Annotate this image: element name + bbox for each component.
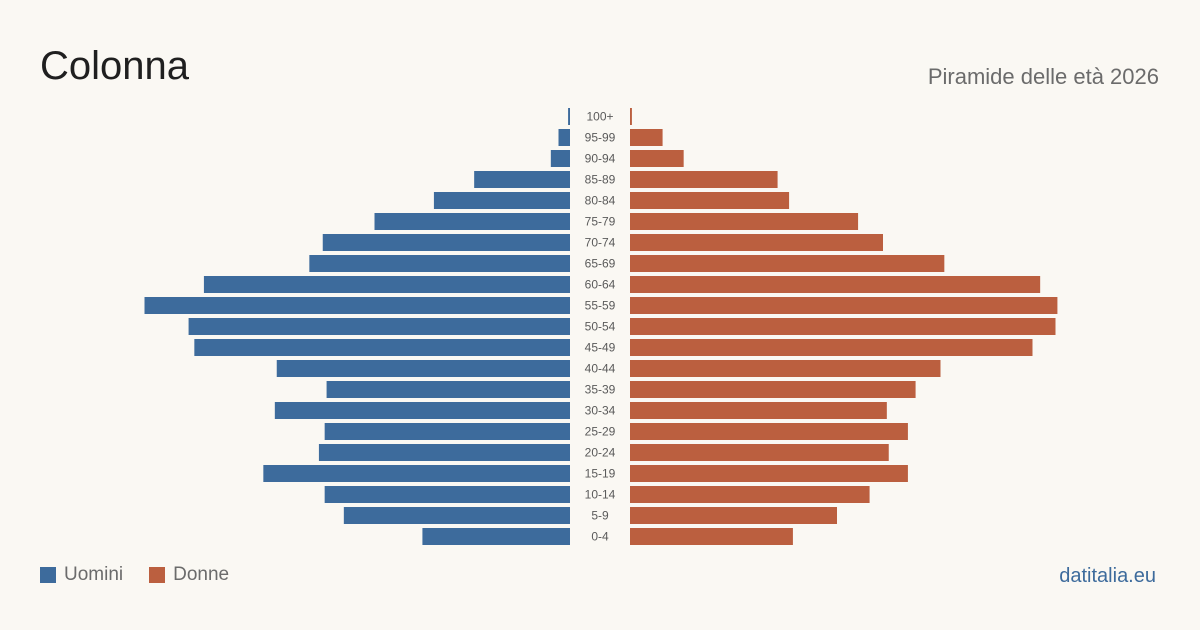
- bar-male-5-9: [343, 507, 570, 524]
- age-label-75-79: 75-79: [585, 215, 616, 229]
- bar-male-10-14: [324, 486, 570, 503]
- bar-male-30-34: [274, 402, 570, 419]
- age-label-45-49: 45-49: [585, 341, 616, 355]
- bar-male-25-29: [324, 423, 570, 440]
- chart-title: Colonna: [40, 44, 190, 88]
- bar-female-25-29: [630, 423, 908, 440]
- legend-swatch-female: [149, 567, 166, 583]
- bar-male-85-89: [474, 171, 570, 188]
- age-label-95-99: 95-99: [585, 131, 616, 145]
- bar-male-50-54: [188, 318, 571, 335]
- age-label-60-64: 60-64: [585, 278, 616, 292]
- bar-male-60-64: [203, 276, 570, 293]
- bar-male-70-74: [322, 234, 570, 251]
- bar-female-100plus: [630, 108, 632, 125]
- male-bars: [144, 108, 571, 545]
- bar-male-40-44: [276, 360, 570, 377]
- bar-male-20-24: [318, 444, 570, 461]
- bar-female-60-64: [630, 276, 1041, 293]
- age-label-20-24: 20-24: [585, 446, 616, 460]
- bar-female-10-14: [630, 486, 870, 503]
- bar-female-30-34: [630, 402, 887, 419]
- legend-label-male: Uomini: [64, 564, 124, 585]
- age-label-0-4: 0-4: [591, 530, 609, 544]
- bar-male-65-69: [309, 255, 570, 272]
- legend-item-female: Donne: [149, 564, 229, 586]
- bar-female-90-94: [630, 150, 684, 167]
- age-label-30-34: 30-34: [585, 404, 616, 418]
- age-label-80-84: 80-84: [585, 194, 616, 208]
- bar-female-0-4: [630, 528, 793, 545]
- chart-subtitle: Piramide delle età 2026: [927, 64, 1159, 89]
- age-label-55-59: 55-59: [585, 299, 616, 313]
- bar-female-15-19: [630, 465, 908, 482]
- legend-swatch-male: [40, 567, 56, 583]
- legend-label-female: Donne: [173, 564, 230, 585]
- bar-female-75-79: [630, 213, 859, 230]
- source-link[interactable]: datitalia.eu: [1059, 565, 1156, 587]
- age-label-65-69: 65-69: [585, 257, 616, 271]
- bar-male-100plus: [568, 108, 570, 125]
- bar-female-80-84: [630, 192, 790, 209]
- bar-female-35-39: [630, 381, 916, 398]
- bar-female-45-49: [630, 339, 1033, 356]
- bar-male-90-94: [550, 150, 570, 167]
- age-label-50-54: 50-54: [585, 320, 616, 334]
- bar-male-55-59: [144, 297, 570, 314]
- bar-male-45-49: [194, 339, 571, 356]
- bar-female-85-89: [630, 171, 778, 188]
- bar-female-20-24: [630, 444, 889, 461]
- age-label-40-44: 40-44: [585, 362, 616, 376]
- bar-male-35-39: [326, 381, 570, 398]
- age-label-85-89: 85-89: [585, 173, 616, 187]
- legend: Uomini Donne: [40, 564, 255, 586]
- bar-female-5-9: [630, 507, 837, 524]
- bar-female-50-54: [630, 318, 1056, 335]
- age-label-100plus: 100+: [586, 110, 613, 124]
- bar-male-15-19: [263, 465, 570, 482]
- bar-female-55-59: [630, 297, 1058, 314]
- age-label-5-9: 5-9: [591, 509, 609, 523]
- age-label-25-29: 25-29: [585, 425, 616, 439]
- bar-female-95-99: [630, 129, 663, 146]
- legend-item-male: Uomini: [40, 564, 123, 586]
- bar-female-65-69: [630, 255, 945, 272]
- bar-male-80-84: [433, 192, 570, 209]
- age-label-90-94: 90-94: [585, 152, 616, 166]
- bar-male-0-4: [422, 528, 570, 545]
- age-label-15-19: 15-19: [585, 467, 616, 481]
- female-bars: [630, 108, 1058, 545]
- bar-female-40-44: [630, 360, 941, 377]
- age-label-70-74: 70-74: [585, 236, 616, 250]
- age-labels: 100+ 95-99 90-94 85-89 80-84 75-79 70-74 65-69 6…: [585, 110, 616, 544]
- bar-male-95-99: [558, 129, 570, 146]
- age-label-35-39: 35-39: [585, 383, 616, 397]
- age-label-10-14: 10-14: [585, 488, 616, 502]
- bar-male-75-79: [374, 213, 570, 230]
- bar-female-70-74: [630, 234, 883, 251]
